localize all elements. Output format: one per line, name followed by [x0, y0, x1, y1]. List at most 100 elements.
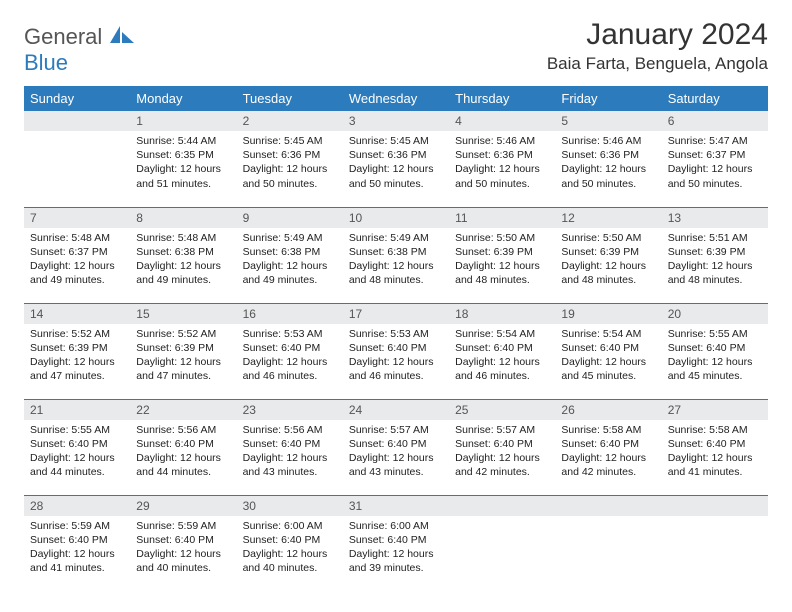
day-cell: 31Sunrise: 6:00 AMSunset: 6:40 PMDayligh…	[343, 495, 449, 591]
sunrise-line: Sunrise: 5:58 AM	[668, 423, 762, 437]
sunrise-line: Sunrise: 5:52 AM	[136, 327, 230, 341]
header: General Blue January 2024 Baia Farta, Be…	[24, 18, 768, 76]
day-number: 12	[555, 208, 661, 228]
day-details: Sunrise: 5:59 AMSunset: 6:40 PMDaylight:…	[130, 516, 236, 582]
day-details: Sunrise: 5:53 AMSunset: 6:40 PMDaylight:…	[237, 324, 343, 390]
sunset-line: Sunset: 6:36 PM	[243, 148, 337, 162]
daylight-line: Daylight: 12 hours and 50 minutes.	[349, 162, 443, 190]
day-details: Sunrise: 5:50 AMSunset: 6:39 PMDaylight:…	[449, 228, 555, 294]
sunrise-line: Sunrise: 5:56 AM	[243, 423, 337, 437]
sunset-line: Sunset: 6:40 PM	[455, 437, 549, 451]
day-details: Sunrise: 5:50 AMSunset: 6:39 PMDaylight:…	[555, 228, 661, 294]
sunset-line: Sunset: 6:39 PM	[668, 245, 762, 259]
sunrise-line: Sunrise: 5:49 AM	[349, 231, 443, 245]
day-cell: 14Sunrise: 5:52 AMSunset: 6:39 PMDayligh…	[24, 303, 130, 399]
day-number: 19	[555, 304, 661, 324]
day-cell: 16Sunrise: 5:53 AMSunset: 6:40 PMDayligh…	[237, 303, 343, 399]
day-cell: 17Sunrise: 5:53 AMSunset: 6:40 PMDayligh…	[343, 303, 449, 399]
sunset-line: Sunset: 6:40 PM	[455, 341, 549, 355]
day-number: 8	[130, 208, 236, 228]
title-block: January 2024 Baia Farta, Benguela, Angol…	[547, 18, 768, 74]
sunrise-line: Sunrise: 5:54 AM	[455, 327, 549, 341]
day-number: 14	[24, 304, 130, 324]
day-cell	[449, 495, 555, 591]
day-details: Sunrise: 5:52 AMSunset: 6:39 PMDaylight:…	[24, 324, 130, 390]
logo-text-general: General	[24, 24, 102, 49]
daylight-line: Daylight: 12 hours and 46 minutes.	[349, 355, 443, 383]
day-cell: 30Sunrise: 6:00 AMSunset: 6:40 PMDayligh…	[237, 495, 343, 591]
day-details: Sunrise: 5:59 AMSunset: 6:40 PMDaylight:…	[24, 516, 130, 582]
sunset-line: Sunset: 6:37 PM	[30, 245, 124, 259]
day-details: Sunrise: 6:00 AMSunset: 6:40 PMDaylight:…	[237, 516, 343, 582]
sunrise-line: Sunrise: 5:46 AM	[455, 134, 549, 148]
day-cell: 6Sunrise: 5:47 AMSunset: 6:37 PMDaylight…	[662, 111, 768, 207]
dow-header: Saturday	[662, 86, 768, 111]
sunset-line: Sunset: 6:40 PM	[30, 437, 124, 451]
sunrise-line: Sunrise: 5:47 AM	[668, 134, 762, 148]
day-cell: 24Sunrise: 5:57 AMSunset: 6:40 PMDayligh…	[343, 399, 449, 495]
day-number: 10	[343, 208, 449, 228]
day-number: 9	[237, 208, 343, 228]
day-number: 4	[449, 111, 555, 131]
day-details: Sunrise: 5:54 AMSunset: 6:40 PMDaylight:…	[449, 324, 555, 390]
day-details: Sunrise: 5:56 AMSunset: 6:40 PMDaylight:…	[130, 420, 236, 486]
day-cell	[662, 495, 768, 591]
location: Baia Farta, Benguela, Angola	[547, 54, 768, 74]
sunset-line: Sunset: 6:37 PM	[668, 148, 762, 162]
day-details: Sunrise: 5:51 AMSunset: 6:39 PMDaylight:…	[662, 228, 768, 294]
day-cell: 21Sunrise: 5:55 AMSunset: 6:40 PMDayligh…	[24, 399, 130, 495]
day-number: 2	[237, 111, 343, 131]
week-row: 1Sunrise: 5:44 AMSunset: 6:35 PMDaylight…	[24, 111, 768, 207]
day-number: 22	[130, 400, 236, 420]
day-cell: 26Sunrise: 5:58 AMSunset: 6:40 PMDayligh…	[555, 399, 661, 495]
day-number: 23	[237, 400, 343, 420]
sunset-line: Sunset: 6:40 PM	[349, 437, 443, 451]
day-cell: 23Sunrise: 5:56 AMSunset: 6:40 PMDayligh…	[237, 399, 343, 495]
day-number: 28	[24, 496, 130, 516]
day-cell: 13Sunrise: 5:51 AMSunset: 6:39 PMDayligh…	[662, 207, 768, 303]
sunrise-line: Sunrise: 5:52 AM	[30, 327, 124, 341]
day-cell: 8Sunrise: 5:48 AMSunset: 6:38 PMDaylight…	[130, 207, 236, 303]
logo-sail-icon	[110, 26, 134, 44]
day-cell: 19Sunrise: 5:54 AMSunset: 6:40 PMDayligh…	[555, 303, 661, 399]
sunset-line: Sunset: 6:36 PM	[455, 148, 549, 162]
sunrise-line: Sunrise: 5:59 AM	[30, 519, 124, 533]
dow-header: Tuesday	[237, 86, 343, 111]
daylight-line: Daylight: 12 hours and 51 minutes.	[136, 162, 230, 190]
sunset-line: Sunset: 6:40 PM	[30, 533, 124, 547]
day-details: Sunrise: 5:44 AMSunset: 6:35 PMDaylight:…	[130, 131, 236, 197]
daylight-line: Daylight: 12 hours and 48 minutes.	[455, 259, 549, 287]
month-title: January 2024	[547, 18, 768, 52]
sunset-line: Sunset: 6:40 PM	[561, 341, 655, 355]
sunrise-line: Sunrise: 5:51 AM	[668, 231, 762, 245]
sunrise-line: Sunrise: 5:45 AM	[349, 134, 443, 148]
day-number: 29	[130, 496, 236, 516]
sunset-line: Sunset: 6:40 PM	[136, 533, 230, 547]
day-number: 24	[343, 400, 449, 420]
sunset-line: Sunset: 6:36 PM	[349, 148, 443, 162]
sunrise-line: Sunrise: 5:58 AM	[561, 423, 655, 437]
daylight-line: Daylight: 12 hours and 44 minutes.	[136, 451, 230, 479]
sunset-line: Sunset: 6:40 PM	[136, 437, 230, 451]
day-number: 30	[237, 496, 343, 516]
daylight-line: Daylight: 12 hours and 41 minutes.	[668, 451, 762, 479]
daylight-line: Daylight: 12 hours and 43 minutes.	[243, 451, 337, 479]
day-number: 17	[343, 304, 449, 324]
daylight-line: Daylight: 12 hours and 41 minutes.	[30, 547, 124, 575]
sunrise-line: Sunrise: 5:53 AM	[349, 327, 443, 341]
day-cell: 29Sunrise: 5:59 AMSunset: 6:40 PMDayligh…	[130, 495, 236, 591]
sunrise-line: Sunrise: 5:55 AM	[668, 327, 762, 341]
sunset-line: Sunset: 6:36 PM	[561, 148, 655, 162]
week-row: 14Sunrise: 5:52 AMSunset: 6:39 PMDayligh…	[24, 303, 768, 399]
sunset-line: Sunset: 6:38 PM	[349, 245, 443, 259]
week-row: 7Sunrise: 5:48 AMSunset: 6:37 PMDaylight…	[24, 207, 768, 303]
daylight-line: Daylight: 12 hours and 39 minutes.	[349, 547, 443, 575]
sunrise-line: Sunrise: 5:48 AM	[30, 231, 124, 245]
logo: General Blue	[24, 24, 134, 76]
sunrise-line: Sunrise: 6:00 AM	[349, 519, 443, 533]
daylight-line: Daylight: 12 hours and 45 minutes.	[668, 355, 762, 383]
calendar-table: SundayMondayTuesdayWednesdayThursdayFrid…	[24, 86, 768, 591]
day-number: 3	[343, 111, 449, 131]
day-details: Sunrise: 5:49 AMSunset: 6:38 PMDaylight:…	[237, 228, 343, 294]
daylight-line: Daylight: 12 hours and 48 minutes.	[349, 259, 443, 287]
